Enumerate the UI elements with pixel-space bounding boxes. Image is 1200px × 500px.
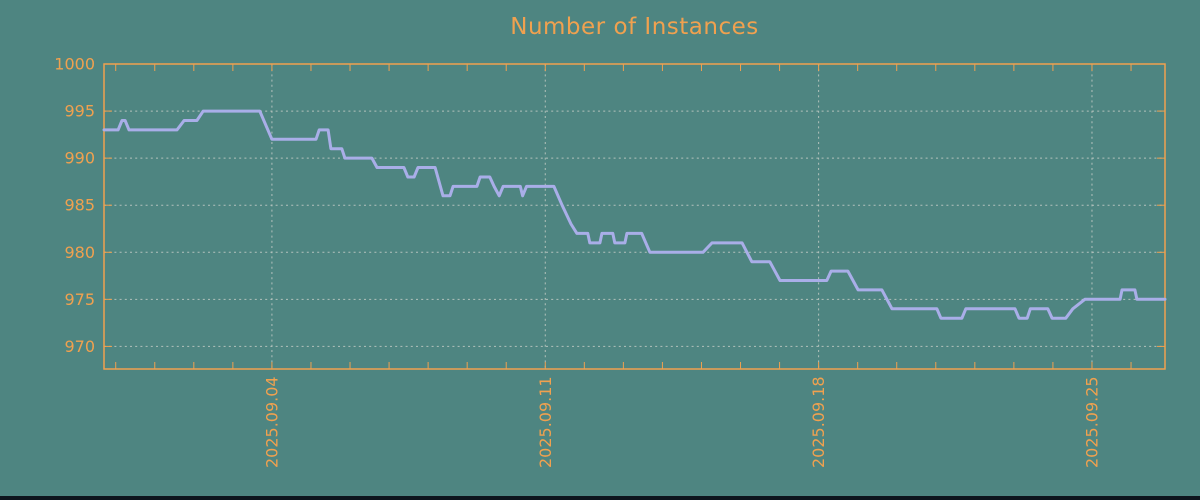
x-tick-label: 2025.09.04 bbox=[262, 376, 281, 468]
y-tick-label: 995 bbox=[64, 102, 95, 121]
chart-title: Number of Instances bbox=[510, 14, 759, 40]
instances-line bbox=[102, 109, 1167, 320]
plot-frame bbox=[103, 63, 1166, 370]
y-tick-label: 990 bbox=[64, 149, 95, 168]
x-tick-label: 2025.09.25 bbox=[1082, 376, 1101, 468]
y-tick-label: 970 bbox=[64, 337, 95, 356]
footer-strip bbox=[0, 496, 1200, 500]
y-tick-label: 985 bbox=[64, 196, 95, 215]
x-tick-label: 2025.09.11 bbox=[536, 376, 555, 468]
y-tick-label: 975 bbox=[64, 290, 95, 309]
x-tick-label: 2025.09.18 bbox=[809, 376, 828, 468]
y-tick-label: 980 bbox=[64, 243, 95, 262]
y-tick-label: 1000 bbox=[54, 55, 95, 74]
